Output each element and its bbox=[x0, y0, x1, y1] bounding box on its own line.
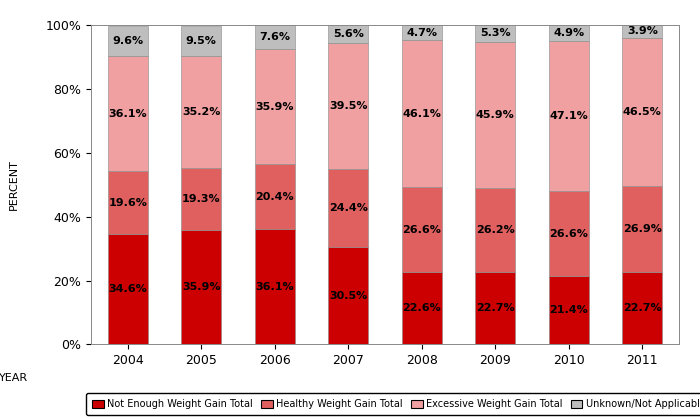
Bar bbox=[549, 191, 589, 276]
Text: 21.4%: 21.4% bbox=[550, 305, 588, 315]
Text: 5.6%: 5.6% bbox=[332, 29, 364, 39]
Bar bbox=[622, 272, 662, 344]
Text: 7.6%: 7.6% bbox=[259, 32, 290, 42]
Bar bbox=[622, 38, 662, 186]
Text: 46.1%: 46.1% bbox=[402, 109, 441, 119]
Bar bbox=[108, 26, 148, 56]
Bar bbox=[622, 25, 662, 38]
Bar bbox=[475, 42, 515, 188]
Text: 26.6%: 26.6% bbox=[550, 228, 588, 239]
Text: 5.3%: 5.3% bbox=[480, 28, 510, 38]
Text: 3.9%: 3.9% bbox=[626, 26, 658, 37]
Text: 45.9%: 45.9% bbox=[476, 110, 514, 120]
Bar bbox=[108, 234, 148, 344]
Bar bbox=[181, 26, 221, 56]
Bar bbox=[402, 187, 442, 272]
Bar bbox=[475, 272, 515, 344]
Text: 36.1%: 36.1% bbox=[256, 282, 294, 292]
Bar bbox=[328, 169, 368, 247]
Bar bbox=[328, 247, 368, 344]
Bar bbox=[475, 188, 515, 272]
Text: 9.5%: 9.5% bbox=[186, 36, 217, 46]
Text: 35.9%: 35.9% bbox=[256, 102, 294, 112]
Bar bbox=[402, 25, 442, 40]
Legend: Not Enough Weight Gain Total, Healthy Weight Gain Total, Excessive Weight Gain T: Not Enough Weight Gain Total, Healthy We… bbox=[86, 394, 700, 415]
Text: 46.5%: 46.5% bbox=[623, 107, 662, 117]
Bar bbox=[108, 171, 148, 234]
Bar bbox=[402, 272, 442, 344]
Bar bbox=[255, 25, 295, 50]
Text: 39.5%: 39.5% bbox=[329, 101, 368, 111]
Text: 36.1%: 36.1% bbox=[108, 109, 147, 119]
Text: 47.1%: 47.1% bbox=[550, 111, 588, 121]
Text: YEAR: YEAR bbox=[0, 373, 29, 383]
Text: 24.4%: 24.4% bbox=[329, 203, 368, 213]
Bar bbox=[255, 50, 295, 164]
Text: 35.2%: 35.2% bbox=[182, 107, 220, 117]
Text: 4.7%: 4.7% bbox=[406, 28, 438, 38]
Text: 30.5%: 30.5% bbox=[329, 291, 368, 301]
Bar bbox=[402, 40, 442, 187]
Text: 26.6%: 26.6% bbox=[402, 225, 441, 235]
Text: 19.6%: 19.6% bbox=[108, 198, 147, 207]
Text: 26.2%: 26.2% bbox=[476, 225, 514, 235]
Bar bbox=[255, 229, 295, 344]
Text: PERCENT: PERCENT bbox=[9, 159, 19, 210]
Bar bbox=[181, 168, 221, 230]
Bar bbox=[255, 164, 295, 229]
Bar bbox=[108, 56, 148, 171]
Bar bbox=[549, 276, 589, 344]
Bar bbox=[475, 25, 515, 42]
Text: 22.7%: 22.7% bbox=[476, 303, 514, 313]
Bar bbox=[181, 230, 221, 344]
Bar bbox=[549, 25, 589, 41]
Text: 19.3%: 19.3% bbox=[182, 194, 220, 204]
Text: 20.4%: 20.4% bbox=[256, 192, 294, 202]
Bar bbox=[549, 41, 589, 191]
Text: 22.7%: 22.7% bbox=[623, 303, 662, 313]
Bar bbox=[181, 56, 221, 168]
Text: 35.9%: 35.9% bbox=[182, 282, 220, 292]
Bar bbox=[622, 186, 662, 272]
Bar bbox=[328, 43, 368, 169]
Text: 22.6%: 22.6% bbox=[402, 303, 441, 313]
Bar bbox=[328, 25, 368, 43]
Text: 4.9%: 4.9% bbox=[553, 28, 584, 38]
Text: 26.9%: 26.9% bbox=[623, 224, 662, 234]
Text: 34.6%: 34.6% bbox=[108, 284, 147, 294]
Text: 9.6%: 9.6% bbox=[112, 36, 144, 46]
